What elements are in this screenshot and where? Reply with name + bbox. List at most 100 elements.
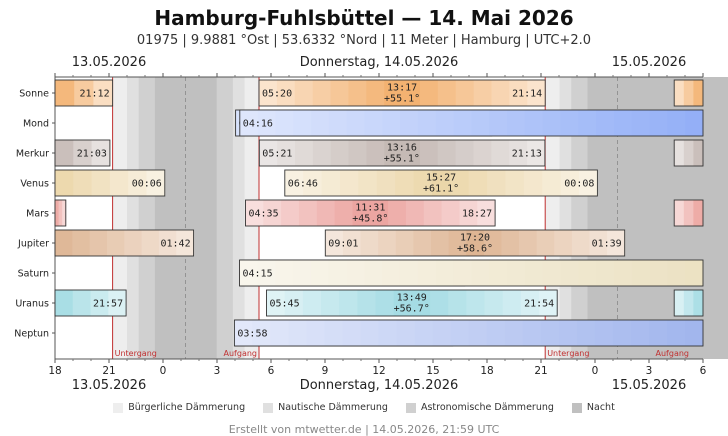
bar-fill-segment [382, 260, 401, 286]
bar-fill-segment [298, 200, 318, 226]
rise-time-label: 04:16 [243, 119, 273, 130]
bar-fill-segment [72, 230, 91, 256]
bar-fill-segment [683, 290, 694, 316]
bar-fill-segment [364, 110, 383, 136]
bar-outline [239, 259, 704, 287]
bar-fill-segment [693, 140, 704, 166]
rise-time-label: 05:20 [262, 89, 292, 100]
x-tick-label: 18 [48, 365, 61, 377]
bar-fill-segment [55, 290, 74, 316]
bar-fill-segment [311, 110, 330, 136]
bar-fill-segment [484, 290, 504, 316]
bar-fill-segment [693, 290, 704, 316]
set-time-label: 21:57 [93, 299, 123, 310]
bar-fill-segment [539, 290, 558, 316]
bar-fill-segment [459, 200, 478, 226]
bar-fill-segment [364, 260, 383, 286]
bar-fill-segment [108, 290, 127, 316]
bar-fill-segment [109, 170, 129, 196]
transit-altitude-label: +58.6° [457, 244, 493, 255]
bar-fill-segment [613, 260, 633, 286]
x-tick-label: 6 [268, 365, 275, 377]
bar-fill-segment [667, 260, 686, 286]
body-name-label: Merkur [16, 149, 49, 160]
date-right-top: 15.05.2026 [611, 55, 687, 70]
bar-fill-segment [649, 110, 668, 136]
bar-fill-segment [312, 140, 332, 166]
bar-fill-segment [507, 110, 526, 136]
bar-fill-segment [486, 320, 506, 346]
bar-fill-segment [576, 320, 596, 346]
bar-fill-segment [74, 80, 94, 106]
bar-fill-segment [589, 230, 608, 256]
bar-fill-segment [674, 80, 685, 106]
bar-fill-segment [437, 80, 457, 106]
bar-fill-segment [303, 170, 323, 196]
legend-swatch [263, 402, 274, 413]
body-visibility-bar [324, 229, 626, 257]
bar-fill-segment [450, 320, 470, 346]
bar-fill-segment [455, 80, 475, 106]
bar-fill-segment [402, 80, 421, 106]
x-tick-label: 3 [214, 365, 221, 377]
bar-fill-segment [58, 200, 63, 226]
bar-fill-segment [542, 110, 561, 136]
bar-fill-segment [674, 140, 685, 166]
bar-fill-segment [596, 110, 615, 136]
bar-fill-segment [393, 290, 413, 316]
bar-fill-segment [683, 140, 694, 166]
bar-fill-segment [295, 140, 314, 166]
transit-altitude-label: +45.8° [352, 214, 388, 225]
bar-fill-segment [310, 260, 330, 286]
set-time-label: 18:27 [462, 209, 492, 220]
transit-time-label: 17:20 [460, 233, 490, 244]
rise-time-label: 04:35 [249, 209, 279, 220]
bar-fill-segment [596, 260, 615, 286]
date-left-top: 13.05.2026 [71, 55, 147, 70]
bar-fill-segment [141, 230, 160, 256]
bar-outline [54, 229, 195, 257]
bar-fill-segment [316, 200, 336, 226]
bar-fill-segment [613, 110, 633, 136]
bar-fill-segment [55, 140, 74, 166]
body-name-label: Sonne [19, 89, 49, 100]
bar-fill-segment [578, 110, 597, 136]
bar-fill-segment [275, 110, 294, 136]
rise-time-label: 03:58 [237, 329, 267, 340]
bar-fill-segment [430, 230, 450, 256]
bar-fill-segment [91, 170, 111, 196]
bar-fill-segment [405, 200, 425, 226]
bar-fill-segment [501, 230, 520, 256]
sunrise-label: Aufgang [656, 349, 690, 358]
bar-fill-segment [483, 230, 502, 256]
bar-fill-segment [477, 200, 496, 226]
bar-outline [54, 169, 166, 197]
bar-fill-segment [339, 290, 358, 316]
bar-fill-segment [542, 170, 562, 196]
bar-fill-segment [146, 170, 166, 196]
bar-fill-segment [378, 320, 398, 346]
bar-fill-segment [527, 140, 546, 166]
bar-fill-segment [342, 320, 362, 346]
body-visibility-bar [258, 79, 546, 107]
bar-fill-segment [388, 200, 407, 226]
rise-time-label: 06:46 [288, 179, 318, 190]
bar-outline [245, 199, 496, 227]
bar-fill-segment [294, 80, 314, 106]
bar-fill-segment [527, 80, 546, 106]
legend-item: Astronomische Dämmerung [405, 402, 554, 413]
bar-fill-segment [411, 290, 431, 316]
bar-fill-segment [455, 140, 474, 166]
bar-fill-segment [594, 320, 614, 346]
bar-fill-segment [270, 320, 289, 346]
bar-fill-segment [358, 170, 378, 196]
bar-fill-segment [423, 200, 443, 226]
body-visibility-bar [54, 169, 166, 197]
body-name-label: Jupiter [17, 239, 49, 250]
bar-fill-segment [649, 260, 668, 286]
bar-fill-segment [55, 200, 60, 226]
bar-fill-segment [339, 170, 359, 196]
bar-fill-segment [366, 140, 385, 166]
bar-fill-segment [419, 80, 439, 106]
bar-fill-segment [370, 200, 389, 226]
